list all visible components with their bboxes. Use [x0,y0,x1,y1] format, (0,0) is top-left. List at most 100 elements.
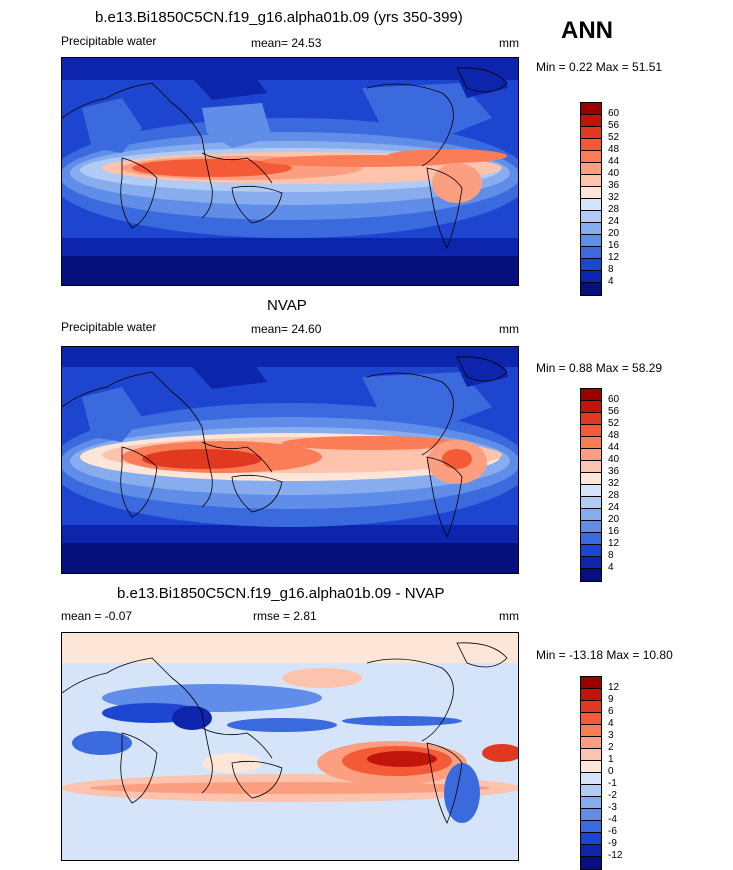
panel3-colorbar-bin [581,797,601,809]
panel2-colorbar-tick: 24 [608,502,620,513]
panel3-colorbar-bin [581,809,601,821]
panel2-colorbar-tick: 32 [608,478,620,489]
panel2-map [61,346,519,574]
panel2-colorbar-tick: 12 [608,538,620,549]
panel3-colorbar-bin [581,725,601,737]
panel1-colorbar-tick: 44 [608,156,620,167]
panel2-colorbar-bin [581,485,601,497]
panel2-colorbar [580,388,602,582]
panel2-colorbar-bin [581,413,601,425]
panel1-map-field [62,58,518,285]
panel2-colorbar-bin [581,389,601,401]
panel3-colorbar-tick: 9 [608,694,614,705]
panel1-title: b.e13.Bi1850C5CN.f19_g16.alpha01b.09 (yr… [95,9,463,26]
panel2-colorbar-tick: 60 [608,394,620,405]
panel3-colorbar-tick: -9 [608,838,617,849]
panel2-colorbar-bin [581,449,601,461]
panel3-colorbar-bin [581,677,601,689]
panel2-units: mm [499,322,519,336]
panel2-colorbar-tick: 48 [608,430,620,441]
panel3-colorbar-bin [581,713,601,725]
panel1-colorbar-bin [581,163,601,175]
panel1-mean-label: mean= 24.53 [251,36,322,50]
panel1-colorbar-bin [581,211,601,223]
panel3-title: b.e13.Bi1850C5CN.f19_g16.alpha01b.09 - N… [117,585,445,602]
panel1-colorbar-bin [581,139,601,151]
panel2-map-field [62,347,518,573]
panel3-units: mm [499,609,519,623]
panel3-map [61,632,519,861]
panel1-colorbar-bin [581,187,601,199]
panel3-rmse-label: rmse = 2.81 [253,609,317,623]
panel1-colorbar-bin [581,223,601,235]
panel1-colorbar-tick: 24 [608,216,620,227]
panel1-minmax: Min = 0.22 Max = 51.51 [536,60,663,74]
panel3-colorbar-tick: -2 [608,790,617,801]
panel3-colorbar-bin [581,773,601,785]
panel3-colorbar-tick: 6 [608,706,614,717]
panel1-colorbar-tick: 48 [608,144,620,155]
panel1-variable-label: Precipitable water [61,34,157,48]
panel2-colorbar-tick: 44 [608,442,620,453]
panel2-colorbar-tick: 52 [608,418,620,429]
panel1-colorbar [580,102,602,296]
panel1-colorbar-tick: 40 [608,168,620,179]
panel2-colorbar-bin [581,557,601,569]
panel1-colorbar-bin [581,103,601,115]
panel3-colorbar-tick: -4 [608,814,617,825]
panel2-colorbar-bin [581,533,601,545]
panel1-colorbar-tick: 36 [608,180,620,191]
panel2-variable-label: Precipitable water [61,320,157,334]
panel3-minmax: Min = -13.18 Max = 10.80 [536,648,673,662]
panel3-colorbar-tick: 1 [608,754,614,765]
panel2-colorbar-bin [581,437,601,449]
panel2-minmax: Min = 0.88 Max = 58.29 [536,361,663,375]
panel3-colorbar-bin [581,845,601,857]
panel1-colorbar-bin [581,235,601,247]
panel2-colorbar-bin [581,497,601,509]
panel1-colorbar-tick: 60 [608,108,620,119]
panel3-colorbar-bin [581,857,601,869]
panel3-map-field [62,633,518,860]
panel2-colorbar-tick: 20 [608,514,620,525]
panel3-colorbar-tick: 3 [608,730,614,741]
season-label: ANN [561,17,613,44]
panel3-colorbar-bin [581,737,601,749]
panel2-mean-label: mean= 24.60 [251,322,322,336]
panel1-colorbar-tick: 28 [608,204,620,215]
panel1-colorbar-bin [581,283,601,295]
panel3-mean-label: mean = -0.07 [61,609,133,623]
panel3-colorbar-tick: 12 [608,682,620,693]
panel2-colorbar-bin [581,461,601,473]
panel3-colorbar-tick: -1 [608,778,617,789]
panel1-colorbar-bin [581,127,601,139]
panel3-colorbar-bin [581,785,601,797]
panel3-colorbar-tick: -3 [608,802,617,813]
panel2-colorbar-bin [581,545,601,557]
panel3-colorbar [580,676,602,870]
panel2-colorbar-tick: 36 [608,466,620,477]
panel2-colorbar-tick: 8 [608,550,614,561]
panel1-colorbar-tick: 12 [608,252,620,263]
panel3-colorbar-tick: 4 [608,718,614,729]
panel1-colorbar-tick: 52 [608,132,620,143]
panel1-colorbar-bin [581,175,601,187]
panel1-colorbar-tick: 56 [608,120,620,131]
panel1-colorbar-tick: 20 [608,228,620,239]
panel2-colorbar-tick: 56 [608,406,620,417]
panel1-colorbar-tick: 4 [608,276,614,287]
panel2-colorbar-tick: 28 [608,490,620,501]
panel2-colorbar-bin [581,509,601,521]
panel2-title: NVAP [267,297,307,314]
panel2-colorbar-bin [581,473,601,485]
panel2-colorbar-bin [581,401,601,413]
panel1-colorbar-bin [581,199,601,211]
panel2-colorbar-bin [581,569,601,581]
panel1-colorbar-bin [581,151,601,163]
panel2-colorbar-tick: 40 [608,454,620,465]
panel1-units: mm [499,36,519,50]
panel1-colorbar-tick: 8 [608,264,614,275]
panel2-colorbar-tick: 16 [608,526,620,537]
panel1-colorbar-tick: 32 [608,192,620,203]
panel3-colorbar-tick: -12 [608,850,623,861]
